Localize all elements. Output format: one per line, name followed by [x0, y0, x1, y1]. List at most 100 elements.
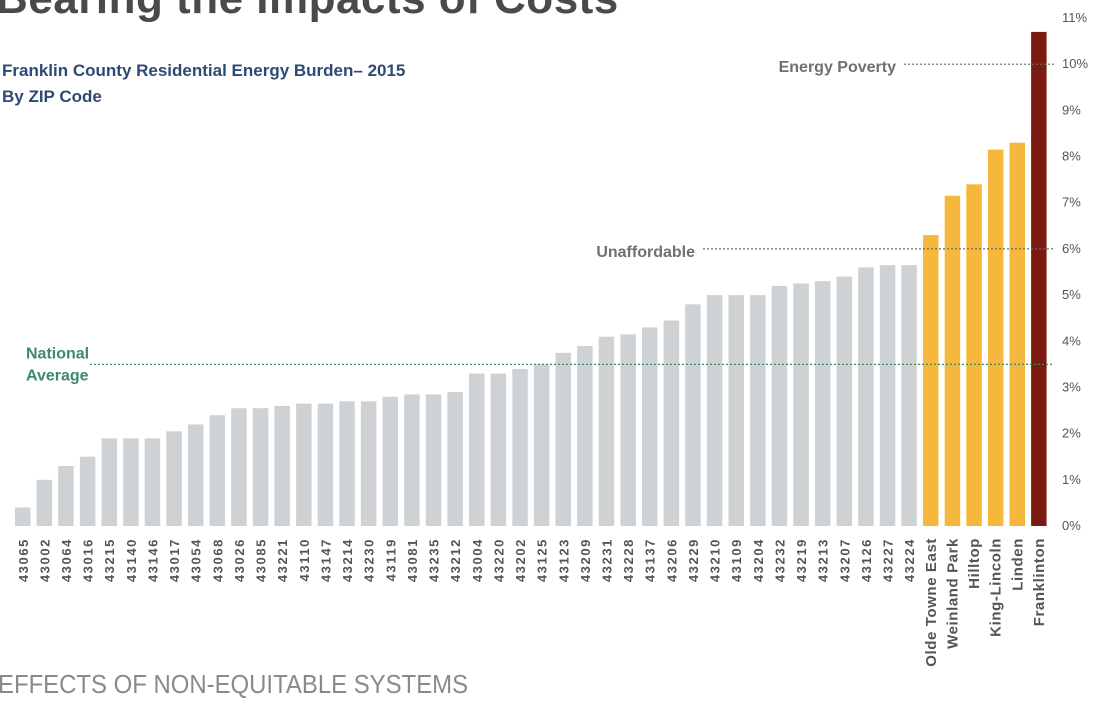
category-label: 43065: [16, 538, 31, 582]
category-label: 43137: [643, 538, 658, 582]
category-label: 43016: [81, 538, 96, 582]
bar-43147: [317, 403, 334, 526]
bar-43119: [382, 396, 398, 526]
category-label: 43110: [297, 538, 312, 581]
bar-43123: [555, 352, 571, 526]
category-label: 43064: [59, 538, 74, 582]
category-label: 43220: [491, 538, 506, 582]
category-label: 43232: [773, 538, 788, 582]
category-label: 43119: [383, 538, 398, 581]
bar-franklinton: [1031, 31, 1047, 527]
category-label: Hilltop: [966, 538, 983, 589]
bar-43146: [144, 438, 161, 526]
bar-43068: [209, 415, 226, 526]
bar-43229: [685, 304, 701, 526]
category-label: 43140: [124, 538, 139, 582]
category-label: 43202: [513, 538, 528, 582]
category-label: 43109: [729, 538, 744, 582]
category-label: 43002: [37, 538, 52, 582]
category-label: 43206: [664, 538, 679, 582]
y-tick-label: 1%: [1062, 472, 1081, 487]
y-tick-label: 4%: [1062, 333, 1081, 348]
category-label: Weinland Park: [944, 538, 961, 649]
category-label: 43219: [794, 538, 809, 582]
bar-43221: [274, 405, 290, 526]
category-label: 43125: [535, 538, 550, 582]
category-label: 43085: [254, 538, 269, 582]
bar-43228: [620, 334, 636, 526]
y-tick-label: 9%: [1062, 102, 1081, 117]
bar-43220: [490, 373, 507, 526]
bar-43207: [836, 276, 853, 526]
bar-43231: [598, 336, 615, 526]
bar-43214: [339, 401, 355, 526]
bar-43215: [101, 438, 117, 526]
reference-line-label: Unaffordable: [596, 244, 695, 261]
bar-43026: [231, 408, 247, 526]
category-label: 43081: [405, 538, 420, 582]
bar-king-lincoln: [987, 149, 1004, 526]
category-label: 43147: [318, 538, 333, 582]
category-label: King-Lincoln: [988, 538, 1005, 637]
category-label: 43212: [448, 538, 463, 582]
category-label: 43054: [189, 538, 204, 582]
category-label: Franklinton: [1031, 538, 1048, 626]
category-label: 43017: [167, 538, 182, 582]
bar-43213: [814, 281, 831, 526]
reference-line-label: National: [26, 345, 89, 362]
bar-43230: [360, 401, 377, 526]
category-label: 43204: [751, 538, 766, 582]
category-label: 43213: [816, 538, 831, 582]
category-label: 43227: [881, 538, 896, 582]
bar-43204: [750, 295, 766, 526]
bar-43081: [404, 394, 420, 526]
bar-43219: [793, 283, 809, 526]
header-title: Bearing the Impacts of Costs: [0, 0, 619, 24]
category-label: 43068: [210, 538, 225, 582]
category-label: 43207: [837, 538, 852, 582]
category-label: 43224: [902, 538, 917, 582]
chart-title: Franklin County Residential Energy Burde…: [2, 58, 405, 110]
bar-43125: [533, 364, 550, 526]
category-label: 43209: [578, 538, 593, 582]
category-label: 43229: [686, 538, 701, 582]
category-label: 43215: [102, 538, 117, 582]
bar-43110: [296, 403, 312, 526]
bar-43085: [252, 408, 269, 526]
y-tick-label: 10%: [1062, 56, 1088, 71]
category-label: Linden: [1009, 538, 1026, 591]
reference-line-label: Average: [26, 367, 89, 384]
bar-43004: [469, 373, 485, 526]
bar-43209: [577, 345, 593, 526]
footer-text: EFFECTS OF NON-EQUITABLE SYSTEMS: [0, 669, 469, 699]
bar-43137: [642, 327, 658, 526]
bar-43235: [425, 394, 442, 526]
y-tick-label: 0%: [1062, 518, 1081, 533]
y-tick-label: 6%: [1062, 241, 1081, 256]
y-tick-label: 11%: [1062, 10, 1087, 25]
category-label: 43228: [621, 538, 636, 582]
bar-43016: [79, 456, 96, 526]
category-label: 43230: [362, 538, 377, 582]
bar-olde-towne-east: [923, 235, 939, 526]
chart-title-line2: By ZIP Code: [2, 87, 102, 106]
bar-43206: [663, 320, 680, 526]
category-label: 43026: [232, 538, 247, 582]
bar-43232: [771, 285, 788, 526]
bar-weinland-park: [944, 195, 961, 527]
bar-43002: [36, 479, 53, 526]
bar-43065: [15, 507, 31, 526]
category-label: 43004: [470, 538, 485, 582]
bar-43210: [706, 295, 723, 526]
bar-43227: [879, 265, 896, 526]
bar-43140: [123, 438, 139, 526]
bar-43202: [512, 369, 528, 526]
category-label: 43231: [600, 538, 615, 582]
bar-43054: [188, 424, 204, 526]
bar-43212: [447, 392, 463, 526]
y-tick-label: 5%: [1062, 287, 1081, 302]
category-label: 43123: [556, 538, 571, 582]
bar-43126: [858, 267, 874, 526]
bar-43064: [58, 466, 74, 526]
